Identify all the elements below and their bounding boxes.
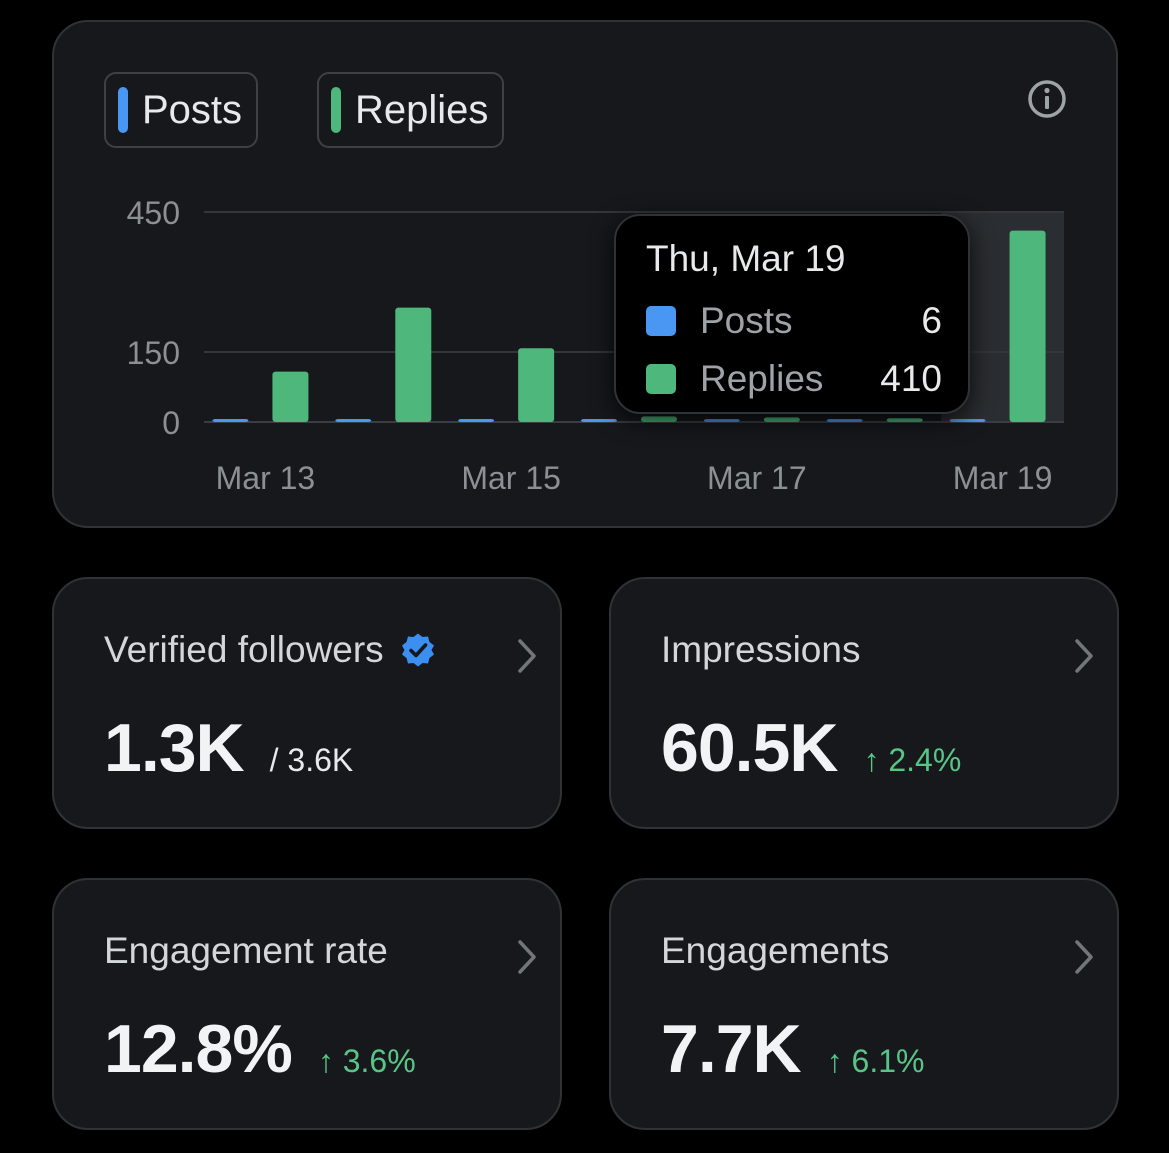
tooltip-date: Thu, Mar 19 <box>646 238 846 279</box>
tooltip-posts-row: Posts 6 <box>646 296 942 346</box>
chevron-right-icon[interactable] <box>516 938 538 976</box>
bar-replies-mar-16[interactable] <box>641 416 677 422</box>
x-tick-label: Mar 13 <box>216 460 316 496</box>
x-tick-label: Mar 17 <box>707 460 807 496</box>
engagements-card[interactable]: Engagements 7.7K ↑ 6.1% <box>609 878 1119 1130</box>
engagements-title: Engagements <box>661 930 890 971</box>
legend-replies-toggle[interactable]: Replies <box>317 72 505 148</box>
tooltip-posts-value: 6 <box>921 300 942 341</box>
engagement-rate-value: 12.8% <box>104 1011 293 1087</box>
chevron-right-icon[interactable] <box>1073 637 1095 675</box>
impressions-card[interactable]: Impressions 60.5K ↑ 2.4% <box>609 577 1119 829</box>
posts-swatch <box>118 87 128 133</box>
verified-followers-title: Verified followers <box>104 629 436 671</box>
y-tick-label: 0 <box>162 405 180 441</box>
y-tick-label: 450 <box>127 195 180 231</box>
verified-followers-stats: 1.3K / 3.6K <box>104 709 353 787</box>
legend-posts-label: Posts <box>142 87 243 132</box>
chevron-right-icon[interactable] <box>1073 938 1095 976</box>
bar-replies-mar-14[interactable] <box>395 307 432 422</box>
impressions-value: 60.5K <box>661 710 838 786</box>
bar-posts-mar-15[interactable] <box>458 419 495 422</box>
verified-followers-card[interactable]: Verified followers 1.3K / 3.6K <box>52 577 562 829</box>
impressions-stats: 60.5K ↑ 2.4% <box>661 709 961 787</box>
verified-badge-icon <box>401 633 434 667</box>
verified-followers-total: / 3.6K <box>269 742 354 778</box>
chart-card: Posts Replies 0 150 450 Mar 13 Mar 15 Mar 17 M… <box>52 20 1118 528</box>
verified-followers-label: Verified followers <box>104 629 384 670</box>
engagements-change: ↑ 6.1% <box>826 1043 925 1079</box>
x-tick-label: Mar 15 <box>461 460 561 496</box>
tooltip-posts-swatch <box>646 306 676 336</box>
bar-posts-mar-14[interactable] <box>335 419 372 422</box>
bar-posts-mar-13[interactable] <box>212 419 249 422</box>
legend-replies-label: Replies <box>355 87 489 132</box>
x-tick-label: Mar 19 <box>953 460 1053 496</box>
engagements-value: 7.7K <box>661 1011 802 1087</box>
engagement-rate-change: ↑ 3.6% <box>317 1043 416 1079</box>
impressions-title: Impressions <box>661 629 861 670</box>
tooltip-posts-label: Posts <box>700 300 793 341</box>
tooltip-replies-label: Replies <box>700 358 824 399</box>
replies-swatch <box>331 87 341 133</box>
engagements-stats: 7.7K ↑ 6.1% <box>661 1010 924 1088</box>
bar-posts-mar-18[interactable] <box>826 419 863 422</box>
bar-posts-mar-16[interactable] <box>581 419 617 422</box>
bar-replies-mar-13[interactable] <box>272 371 309 422</box>
info-icon[interactable] <box>1026 78 1068 120</box>
tooltip-replies-row: Replies 410 <box>646 354 942 404</box>
tooltip-replies-swatch <box>646 364 676 394</box>
bar-replies-mar-15[interactable] <box>518 348 555 422</box>
engagement-rate-title: Engagement rate <box>104 930 388 971</box>
bar-posts-mar-17[interactable] <box>703 419 740 422</box>
engagement-rate-stats: 12.8% ↑ 3.6% <box>104 1010 416 1088</box>
bar-posts-mar-19[interactable] <box>949 419 986 422</box>
y-tick-label: 150 <box>127 335 180 371</box>
impressions-change: ↑ 2.4% <box>863 742 962 778</box>
chevron-right-icon[interactable] <box>516 637 538 675</box>
bar-replies-mar-17[interactable] <box>763 417 800 422</box>
chart-tooltip: Thu, Mar 19 Posts 6 Replies 410 <box>614 214 970 414</box>
bar-replies-mar-19[interactable] <box>1009 230 1046 422</box>
tooltip-replies-value: 410 <box>880 358 942 399</box>
engagement-rate-card[interactable]: Engagement rate 12.8% ↑ 3.6% <box>52 878 562 1130</box>
legend-posts-toggle[interactable]: Posts <box>104 72 259 148</box>
verified-followers-value: 1.3K <box>104 710 245 786</box>
bar-replies-mar-18[interactable] <box>886 418 923 422</box>
